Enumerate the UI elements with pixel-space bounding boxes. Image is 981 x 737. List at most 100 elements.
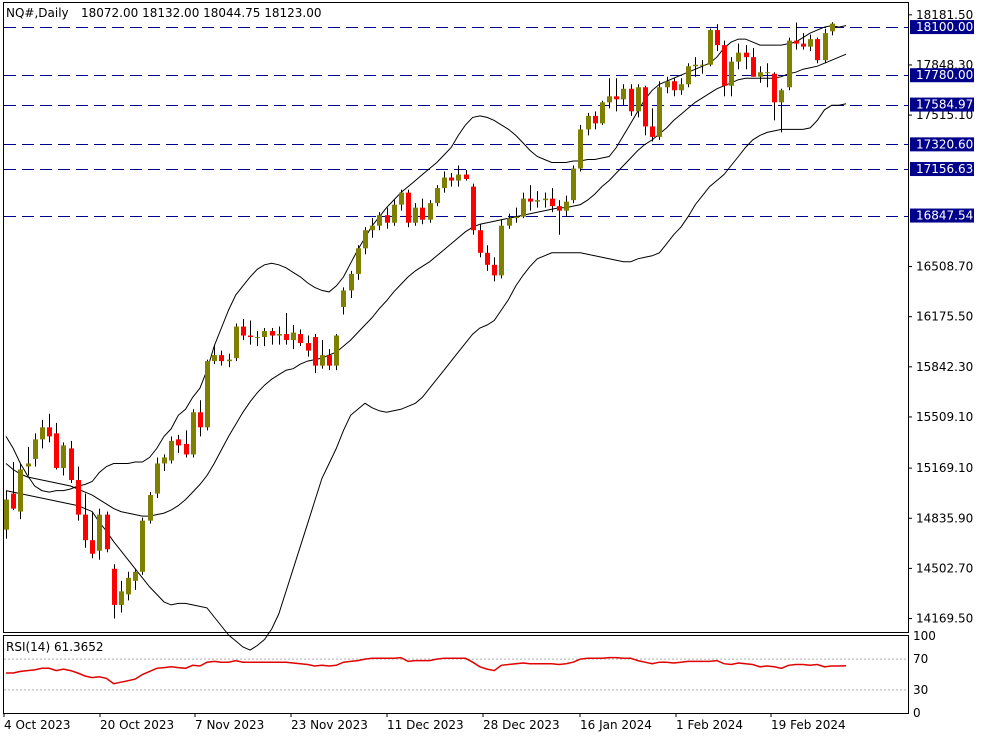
candle-body (262, 331, 267, 338)
candle-body (385, 215, 390, 223)
candle (76, 466, 81, 521)
candle-body (241, 326, 246, 336)
candle (399, 189, 404, 211)
candle (112, 564, 117, 619)
rsi-header-label: RSI(14) 61.3652 (6, 640, 104, 654)
candle-body (406, 192, 411, 223)
candle-body (83, 514, 88, 541)
candle (535, 191, 540, 208)
candle (234, 323, 239, 362)
candle-body (320, 355, 325, 366)
candle (334, 334, 339, 371)
candle (636, 84, 641, 118)
candle-body (543, 198, 548, 201)
price-tick-label: 15842.30 (916, 360, 973, 374)
date-tick-label: 20 Oct 2023 (100, 718, 174, 732)
candle (571, 165, 576, 204)
candle-body (823, 33, 828, 61)
candle (40, 419, 45, 449)
candle-body (119, 591, 124, 605)
candle (729, 57, 734, 97)
candle-body (140, 520, 145, 572)
candle (449, 173, 454, 187)
candle (277, 326, 282, 345)
candle (385, 207, 390, 229)
candle-body (155, 463, 160, 494)
candle-body (148, 495, 153, 521)
candle-body (291, 332, 296, 341)
candle (370, 218, 375, 238)
candle-body (485, 252, 490, 265)
level-tag-box (910, 97, 974, 112)
candle-body (428, 203, 433, 220)
candle (363, 227, 368, 255)
candle (643, 85, 648, 136)
candle-body (830, 23, 835, 32)
candle (442, 171, 447, 193)
date-tick-label: 4 Oct 2023 (4, 718, 71, 732)
candle (356, 245, 361, 280)
candle-body (449, 177, 454, 181)
candle (464, 170, 469, 181)
candle (564, 195, 569, 217)
candle-body (722, 45, 727, 86)
candle-body (650, 126, 655, 137)
date-tick-label: 28 Dec 2023 (483, 718, 560, 732)
candle (18, 463, 23, 520)
candle-body (478, 230, 483, 253)
candle-body (571, 168, 576, 201)
candle (679, 78, 684, 95)
candle-body (420, 207, 425, 220)
candle-body (219, 355, 224, 362)
candle (313, 334, 318, 374)
candle (198, 400, 203, 437)
candle-body (679, 84, 684, 91)
candle-body (198, 412, 203, 428)
candle (499, 219, 504, 279)
candle-body (112, 568, 117, 605)
candle (4, 490, 9, 539)
candle (413, 203, 418, 226)
candle (11, 461, 16, 511)
candle-body (327, 355, 332, 366)
candle (54, 422, 59, 470)
candle-body (105, 514, 110, 550)
rsi-tick-label: 0 (913, 706, 921, 720)
level-tag-label: 16847.54 (916, 209, 973, 223)
candle-body (464, 174, 469, 180)
candle-body (578, 129, 583, 169)
candle-body (758, 72, 763, 77)
candle-body (715, 30, 720, 46)
level-tag-box (910, 20, 974, 35)
candle-body (169, 440, 174, 461)
candle-body (657, 87, 662, 137)
candle-body (61, 445, 66, 468)
candle-body (672, 81, 677, 91)
candle (528, 185, 533, 211)
price-tick-label: 16508.70 (916, 260, 973, 274)
candle (708, 28, 713, 67)
level-tag: 17584.97 (910, 97, 974, 112)
candle-body (708, 30, 713, 65)
candle (392, 200, 397, 226)
candle (162, 454, 167, 471)
candle (586, 112, 591, 136)
candle (435, 185, 440, 207)
rsi-line (6, 656, 847, 685)
candle (219, 350, 224, 366)
price-axis: 18181.5017848.3017515.1016508.7016175.50… (908, 8, 973, 626)
candle (557, 200, 562, 235)
bollinger-upper-line (5, 25, 847, 493)
candle (672, 78, 677, 97)
level-tag-box (910, 68, 974, 83)
candle (169, 436, 174, 464)
candle (262, 328, 267, 347)
candle (327, 349, 332, 371)
candle (621, 84, 626, 106)
candle (90, 511, 95, 559)
candle-body (471, 186, 476, 231)
level-tag: 18100.00 (910, 20, 974, 35)
candle-body (435, 188, 440, 204)
level-tag-label: 17584.97 (916, 98, 973, 112)
